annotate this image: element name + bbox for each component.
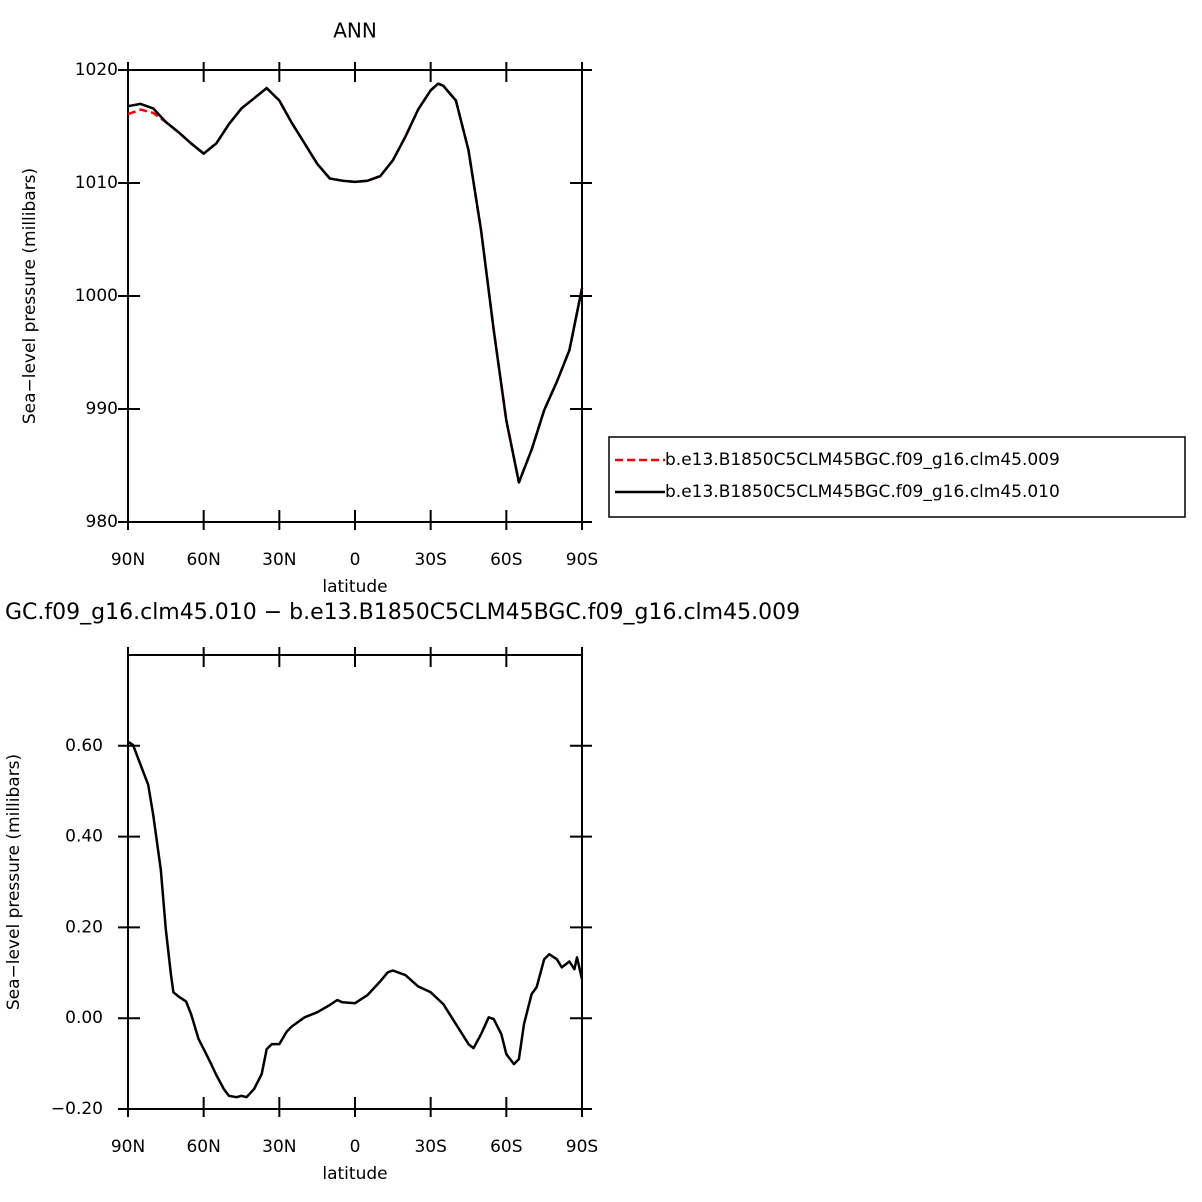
x-tick-label: 90N [111,1137,145,1157]
y-tick-label: 0.60 [65,736,103,756]
x-tick-label: 90N [111,550,145,570]
x-tick-label: 60N [186,550,220,570]
legend-label: b.e13.B1850C5CLM45BGC.f09_g16.clm45.010 [665,482,1060,502]
y-tick-label: 0.00 [65,1008,103,1028]
x-tick-label: 0 [350,1137,361,1157]
x-tick-label: 60S [490,1137,522,1157]
legend-label: b.e13.B1850C5CLM45BGC.f09_g16.clm45.009 [665,450,1060,470]
y-axis-label: Sea−level pressure (millibars) [20,168,40,424]
x-axis-label: latitude [322,1164,387,1184]
x-tick-label: 0 [350,550,361,570]
data-line [127,740,584,1099]
data-line [127,82,584,484]
legend-box [608,436,1186,518]
y-tick-label: 1010 [75,173,118,193]
x-tick-label: 30S [414,1137,446,1157]
y-tick-label: 1020 [75,60,118,80]
y-tick-label: 980 [86,512,118,532]
x-tick-label: 30N [262,1137,296,1157]
x-tick-label: 90S [566,550,598,570]
y-tick-label: −0.20 [51,1099,103,1119]
x-tick-label: 90S [566,1137,598,1157]
x-tick-label: 30N [262,550,296,570]
chart-title: ANN [333,19,377,43]
y-tick-label: 990 [86,399,118,419]
x-tick-label: 60N [186,1137,220,1157]
y-tick-label: 1000 [75,286,118,306]
chart-title: GC.f09_g16.clm45.010 − b.e13.B1850C5CLM4… [5,600,800,625]
x-tick-label: 60S [490,550,522,570]
x-tick-label: 30S [414,550,446,570]
y-axis-label: Sea−level pressure (millibars) [4,754,24,1010]
y-tick-label: 0.40 [65,827,103,847]
x-axis-label: latitude [322,577,387,597]
y-tick-label: 0.20 [65,917,103,937]
